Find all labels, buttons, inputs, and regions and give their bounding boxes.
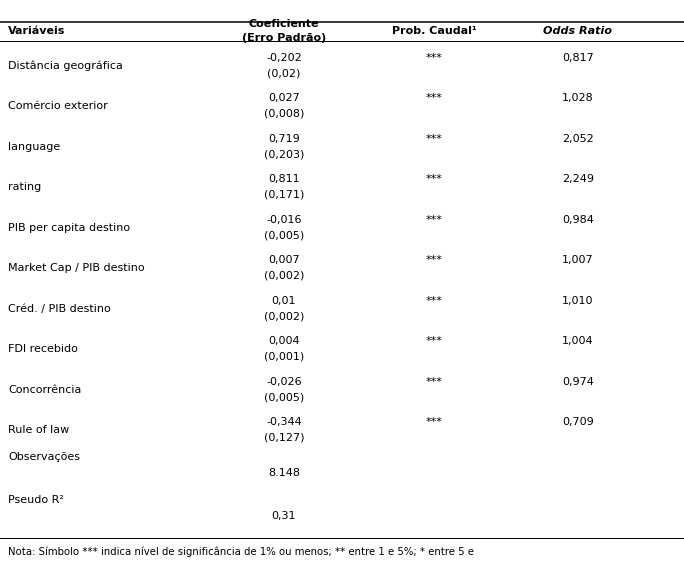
Text: Variáveis: Variáveis — [8, 26, 66, 36]
Text: ***: *** — [426, 296, 443, 306]
Text: 1,010: 1,010 — [562, 296, 594, 306]
Text: 8.148: 8.148 — [268, 468, 300, 478]
Text: -0,016: -0,016 — [266, 215, 302, 225]
Text: 0,811: 0,811 — [268, 174, 300, 185]
Text: 0,007: 0,007 — [268, 256, 300, 265]
Text: 1,007: 1,007 — [562, 256, 594, 265]
Text: rating: rating — [8, 182, 42, 192]
Text: ***: *** — [426, 93, 443, 103]
Text: (Erro Padrão): (Erro Padrão) — [241, 33, 326, 43]
Text: ***: *** — [426, 134, 443, 144]
Text: Prob. Caudal¹: Prob. Caudal¹ — [392, 26, 477, 36]
Text: Odds Ratio: Odds Ratio — [544, 26, 612, 36]
Text: (0,002): (0,002) — [263, 271, 304, 281]
Text: (0,002): (0,002) — [263, 311, 304, 321]
Text: 0,984: 0,984 — [562, 215, 594, 225]
Text: Market Cap / PIB destino: Market Cap / PIB destino — [8, 263, 145, 273]
Text: (0,127): (0,127) — [263, 433, 304, 442]
Text: ***: *** — [426, 256, 443, 265]
Text: 0,974: 0,974 — [562, 377, 594, 387]
Text: 2,249: 2,249 — [562, 174, 594, 185]
Text: (0,008): (0,008) — [263, 108, 304, 119]
Text: 0,027: 0,027 — [268, 93, 300, 103]
Text: ***: *** — [426, 215, 443, 225]
Text: 0,01: 0,01 — [272, 296, 296, 306]
Text: -0,026: -0,026 — [266, 377, 302, 387]
Text: 2,052: 2,052 — [562, 134, 594, 144]
Text: Nota: Símbolo *** indica nível de significância de 1% ou menos; ** entre 1 e 5%;: Nota: Símbolo *** indica nível de signif… — [8, 547, 474, 557]
Text: 0,31: 0,31 — [272, 511, 296, 521]
Text: ***: *** — [426, 53, 443, 63]
Text: ***: *** — [426, 174, 443, 185]
Text: (0,171): (0,171) — [263, 190, 304, 200]
Text: (0,02): (0,02) — [267, 68, 300, 78]
Text: Distância geográfica: Distância geográfica — [8, 60, 123, 71]
Text: Rule of law: Rule of law — [8, 425, 70, 435]
Text: 1,004: 1,004 — [562, 336, 594, 346]
Text: (0,001): (0,001) — [264, 352, 304, 362]
Text: ***: *** — [426, 377, 443, 387]
Text: 0,817: 0,817 — [562, 53, 594, 63]
Text: FDI recebido: FDI recebido — [8, 344, 78, 354]
Text: language: language — [8, 141, 60, 152]
Text: PIB per capita destino: PIB per capita destino — [8, 223, 131, 232]
Text: Observações: Observações — [8, 452, 80, 462]
Text: 0,709: 0,709 — [562, 417, 594, 427]
Text: 0,719: 0,719 — [268, 134, 300, 144]
Text: Pseudo R²: Pseudo R² — [8, 495, 64, 505]
Text: Concorrência: Concorrência — [8, 385, 81, 395]
Text: 0,004: 0,004 — [268, 336, 300, 346]
Text: (0,203): (0,203) — [263, 149, 304, 159]
Text: (0,005): (0,005) — [264, 392, 304, 402]
Text: 1,028: 1,028 — [562, 93, 594, 103]
Text: ***: *** — [426, 417, 443, 427]
Text: -0,202: -0,202 — [266, 53, 302, 63]
Text: Créd. / PIB destino: Créd. / PIB destino — [8, 303, 111, 314]
Text: Coeficiente: Coeficiente — [248, 19, 319, 30]
Text: Comércio exterior: Comércio exterior — [8, 101, 108, 111]
Text: (0,005): (0,005) — [264, 230, 304, 240]
Text: -0,344: -0,344 — [266, 417, 302, 427]
Text: ***: *** — [426, 336, 443, 346]
